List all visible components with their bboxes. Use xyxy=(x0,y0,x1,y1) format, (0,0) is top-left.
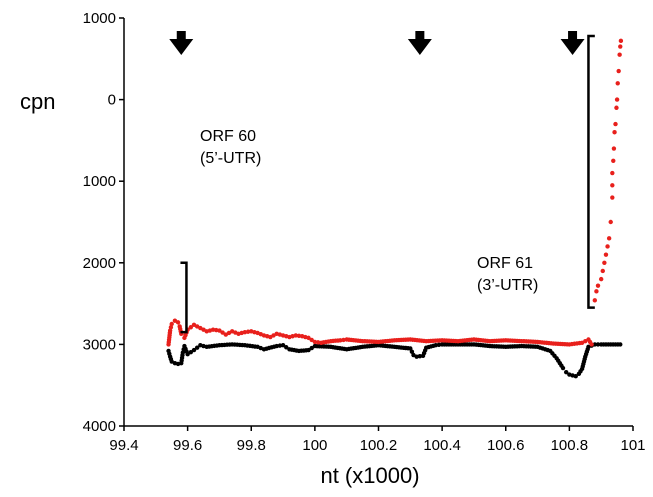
series-black-point xyxy=(409,349,415,354)
x-axis-title: nt (x1000) xyxy=(320,463,419,488)
arrows xyxy=(169,31,585,55)
x-tick-label: 99.4 xyxy=(109,437,138,454)
series-black-point xyxy=(185,351,190,357)
series-red-point xyxy=(217,328,222,333)
series-red-point xyxy=(618,44,623,49)
series-red-point xyxy=(338,338,343,343)
orf60-label-line2: (5’-UTR) xyxy=(200,150,261,167)
orf61-label-line2: (3’-UTR) xyxy=(477,277,538,294)
series-red-point xyxy=(610,195,615,200)
series-black-point xyxy=(560,365,566,371)
series-red-point xyxy=(592,298,598,303)
series-black-point xyxy=(595,342,601,347)
series-red-point xyxy=(610,183,615,188)
x-tick-label: 101 xyxy=(620,437,645,454)
series-red-point xyxy=(309,337,314,343)
orf60-bracket xyxy=(180,261,188,334)
series-red-point xyxy=(312,339,318,345)
series-red-point xyxy=(220,330,225,335)
series-red-point xyxy=(169,321,174,327)
series-red-point xyxy=(606,236,612,241)
down-arrow-icon xyxy=(560,31,585,55)
series-red-point xyxy=(611,158,616,163)
y-tick-label: 4000 xyxy=(83,418,116,435)
series-black-point xyxy=(563,369,569,375)
series-black-point xyxy=(306,347,311,353)
series-red-point xyxy=(615,81,620,86)
y-tick-label: 3000 xyxy=(83,336,116,353)
series-black-point xyxy=(414,354,419,359)
y-tick-label: 0 xyxy=(108,92,116,109)
down-arrow-icon xyxy=(407,31,432,55)
series-red-point xyxy=(589,342,594,347)
y-tick-label: 2000 xyxy=(83,255,116,272)
series-red-point xyxy=(595,283,601,288)
series-red-point xyxy=(611,146,617,151)
series-black xyxy=(166,342,623,379)
series-red-point xyxy=(600,268,605,274)
series-red-point xyxy=(188,325,194,330)
series-red-point xyxy=(603,252,609,257)
annotations: ORF 60 (5’-UTR) ORF 61 (3’-UTR) xyxy=(200,128,538,294)
series-red-point xyxy=(616,68,621,74)
series-black-point xyxy=(284,345,289,350)
x-tick-label: 99.8 xyxy=(237,437,266,454)
series-black-point xyxy=(573,374,578,379)
y-axis-title: cpn xyxy=(20,89,55,114)
axes: 1000 0 1000 2000 3000 4000 99.4 99.6 99.8 100 100… xyxy=(83,10,646,454)
series-red-point xyxy=(612,130,617,135)
orf61-bracket xyxy=(587,34,595,309)
x-tick-label: 99.6 xyxy=(173,437,202,454)
series-black-point xyxy=(408,346,413,351)
x-tick-label: 100 xyxy=(302,437,327,454)
series-red-point xyxy=(605,244,610,249)
y-tick-label: 1000 xyxy=(83,10,116,27)
y-ticks: 1000 0 1000 2000 3000 4000 xyxy=(83,10,124,435)
series-black-point xyxy=(188,349,194,355)
series-black-point xyxy=(191,347,197,353)
x-tick-label: 100.6 xyxy=(487,437,525,454)
series-red-point xyxy=(306,335,311,341)
x-tick-label: 100.8 xyxy=(551,437,589,454)
series-red-point xyxy=(610,170,615,176)
series-black-point xyxy=(618,342,623,347)
x-tick-label: 100.4 xyxy=(423,437,461,454)
series-red-point xyxy=(613,121,618,127)
brackets xyxy=(180,34,595,334)
x-tick-label: 100.2 xyxy=(360,437,398,454)
orf60-label-line1: ORF 60 xyxy=(200,128,256,145)
series-red-point xyxy=(594,289,599,294)
series-red-point xyxy=(608,219,613,225)
y-tick-label: 1000 xyxy=(83,173,116,190)
x-ticks: 99.4 99.6 99.8 100 100.2 100.4 100.6 100.8 101 xyxy=(109,426,646,454)
series-red-point xyxy=(598,276,604,282)
series-black-point xyxy=(194,345,200,350)
series-black-point xyxy=(309,345,314,351)
down-arrow-icon xyxy=(169,31,194,55)
series-red-point xyxy=(618,38,624,44)
series-black-point xyxy=(436,342,442,348)
series-red-point xyxy=(175,320,181,325)
series-black-point xyxy=(280,343,286,348)
series-red xyxy=(166,38,624,347)
orf61-label-line1: ORF 61 xyxy=(477,255,533,272)
series-red-point xyxy=(614,97,620,102)
series-black-point xyxy=(592,342,598,347)
series-red-point xyxy=(617,52,622,57)
series-red-point xyxy=(614,105,619,110)
series-red-point xyxy=(602,260,607,265)
